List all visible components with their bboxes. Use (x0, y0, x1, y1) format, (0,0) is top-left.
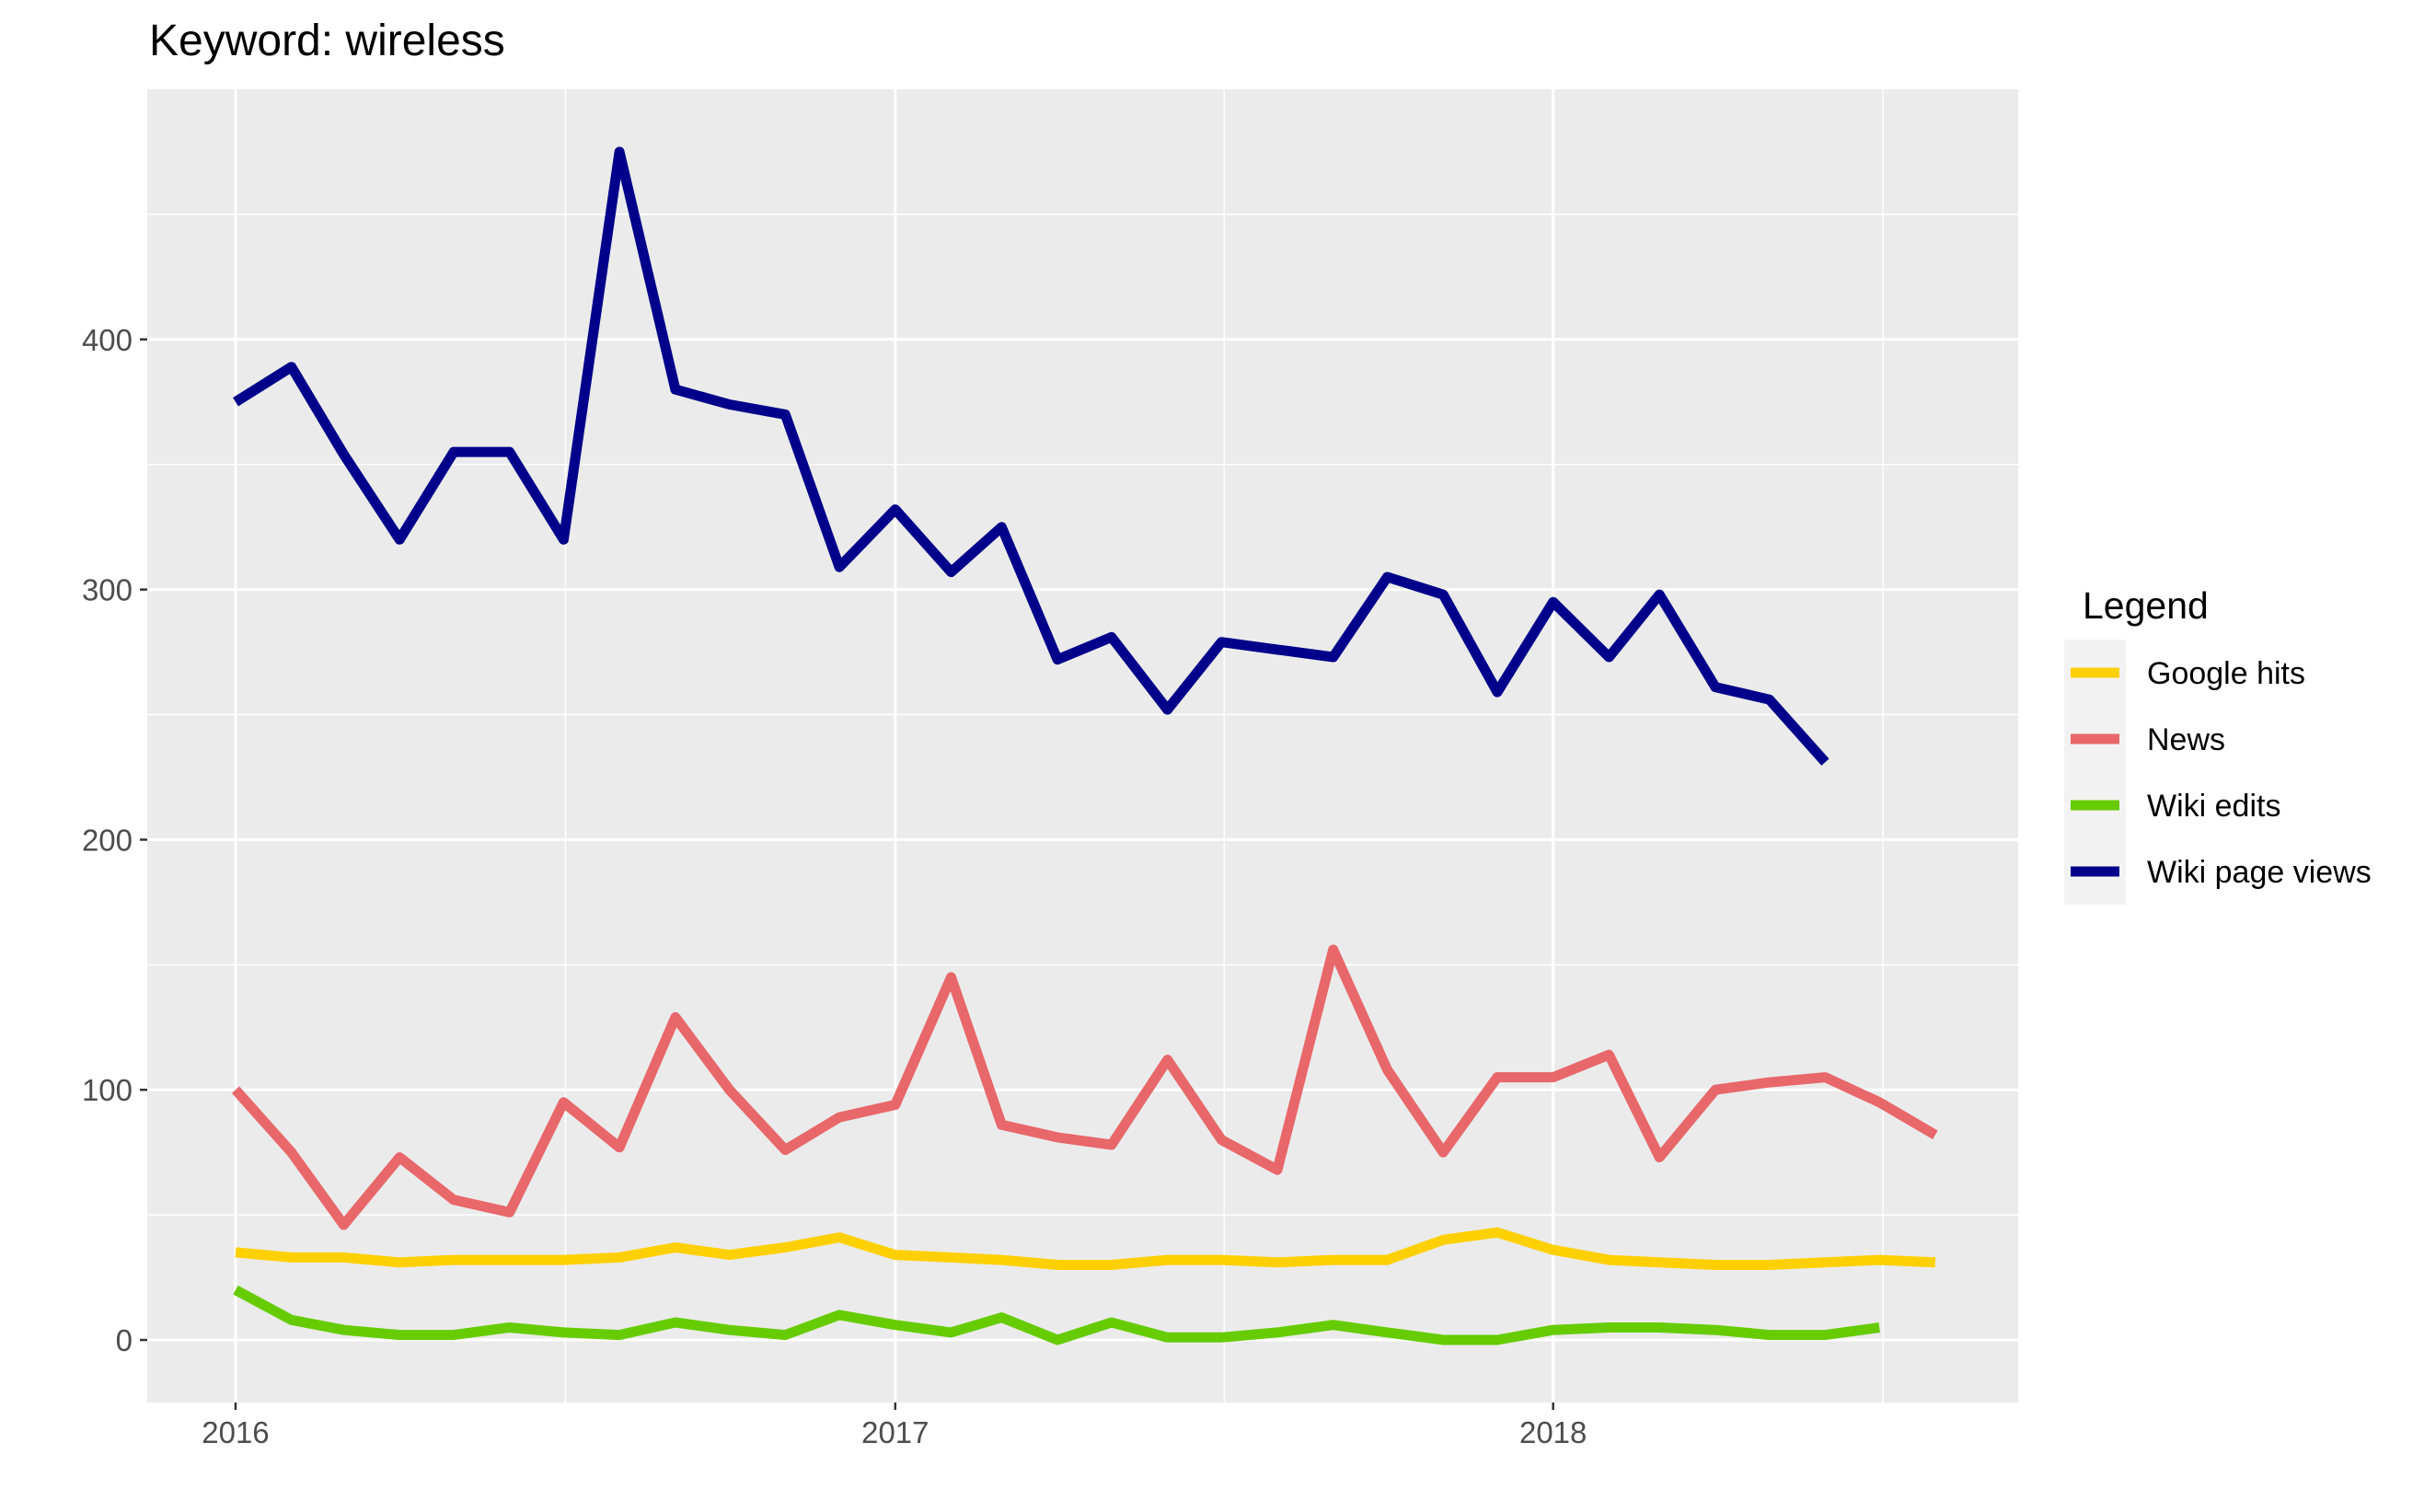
x-tick-label: 2016 (202, 1415, 269, 1449)
y-axis: 0 100 200 300 400 (82, 323, 147, 1357)
x-axis: 2016 2017 2018 (202, 1402, 1587, 1449)
legend-title: Legend (2083, 584, 2209, 627)
y-tick-label: 400 (82, 323, 133, 357)
y-tick-label: 100 (82, 1073, 133, 1107)
legend-items: Google hits News Wiki edits Wiki page views (2064, 640, 2372, 905)
legend-label-wiki-edits: Wiki edits (2147, 789, 2280, 824)
chart-title: Keyword: wireless (149, 17, 505, 65)
series-line-wiki-edits (233, 1285, 1880, 1345)
series-line-google-hits (235, 1227, 1936, 1270)
x-tick-label: 2018 (1519, 1415, 1587, 1449)
minor-gridlines (147, 89, 2018, 1402)
legend-label-wiki-page-views: Wiki page views (2147, 855, 2372, 890)
series-lines (231, 146, 1938, 1345)
x-tick-label: 2017 (861, 1415, 929, 1449)
y-tick-label: 0 (116, 1323, 133, 1357)
y-tick-label: 300 (82, 573, 133, 607)
legend-label-news: News (2147, 722, 2225, 757)
major-gridlines (147, 89, 2018, 1402)
legend: Legend Google hits News Wiki edits Wiki pag… (2064, 584, 2372, 905)
plot-panel (147, 89, 2018, 1402)
y-tick-label: 200 (82, 823, 133, 857)
series-line-news (231, 944, 1938, 1230)
series-line-wiki-page-views (233, 146, 1830, 766)
legend-label-google-hits: Google hits (2147, 656, 2305, 691)
